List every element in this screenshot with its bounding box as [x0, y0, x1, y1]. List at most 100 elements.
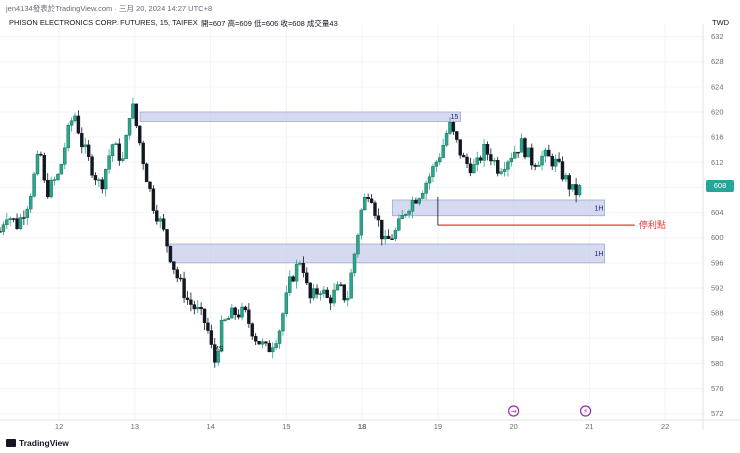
- candle-body-down[interactable]: [199, 306, 203, 310]
- candle-body-down[interactable]: [342, 284, 347, 301]
- candle-body-up[interactable]: [223, 319, 227, 321]
- candle-body-up[interactable]: [121, 158, 125, 161]
- supply-demand-zone[interactable]: [392, 199, 605, 217]
- candle-body-up[interactable]: [352, 253, 357, 274]
- candle-body-down[interactable]: [250, 323, 254, 337]
- candle-body-up[interactable]: [56, 173, 60, 180]
- candle-body-up[interactable]: [284, 292, 289, 314]
- candle-body-down[interactable]: [305, 272, 309, 284]
- candle-body-down[interactable]: [567, 175, 571, 190]
- candle-body-up[interactable]: [8, 218, 12, 220]
- candle-body-up[interactable]: [73, 115, 77, 122]
- candle-body-up[interactable]: [52, 179, 57, 181]
- candle-body-down[interactable]: [468, 163, 473, 174]
- candle-body-down[interactable]: [496, 160, 500, 174]
- candle-body-down[interactable]: [0, 231, 2, 233]
- candle-body-down[interactable]: [206, 322, 210, 331]
- candle-body-down[interactable]: [386, 235, 391, 239]
- candle-body-up[interactable]: [421, 193, 425, 199]
- candle-body-up[interactable]: [383, 235, 387, 240]
- candle-body-down[interactable]: [178, 277, 183, 280]
- candle-body-up[interactable]: [536, 164, 541, 167]
- candle-body-down[interactable]: [148, 181, 152, 189]
- candle-body-down[interactable]: [516, 151, 520, 154]
- candle-body-down[interactable]: [390, 238, 394, 240]
- candle-body-down[interactable]: [46, 179, 50, 198]
- candle-body-up[interactable]: [349, 272, 353, 299]
- candle-body-up[interactable]: [335, 284, 340, 291]
- supply-demand-zone[interactable]: [139, 111, 461, 122]
- candle-body-down[interactable]: [233, 307, 237, 316]
- candle-body-down[interactable]: [93, 175, 98, 181]
- candle-body-up[interactable]: [526, 147, 531, 158]
- candle-body-up[interactable]: [127, 118, 132, 136]
- candle-body-up[interactable]: [393, 230, 398, 240]
- candle-body-up[interactable]: [403, 214, 408, 216]
- candle-body-up[interactable]: [438, 157, 442, 163]
- candle-body-down[interactable]: [144, 163, 149, 183]
- candle-body-up[interactable]: [294, 263, 299, 282]
- candle-body-down[interactable]: [451, 122, 456, 132]
- candle-body-up[interactable]: [407, 211, 411, 215]
- candle-body-down[interactable]: [380, 219, 384, 240]
- candle-body-down[interactable]: [165, 229, 169, 247]
- candle-body-up[interactable]: [49, 179, 53, 198]
- candle-body-down[interactable]: [328, 297, 333, 304]
- candle-body-down[interactable]: [373, 202, 377, 216]
- candle-body-down[interactable]: [550, 156, 554, 167]
- candle-body-down[interactable]: [138, 125, 142, 144]
- candle-body-down[interactable]: [478, 157, 483, 161]
- candle-body-up[interactable]: [356, 234, 360, 255]
- event-icon[interactable]: [579, 405, 592, 417]
- candle-body-down[interactable]: [264, 341, 268, 344]
- candle-body-down[interactable]: [560, 161, 565, 180]
- candle-body-down[interactable]: [11, 218, 16, 220]
- candle-body-down[interactable]: [485, 144, 490, 155]
- candle-body-up[interactable]: [1, 224, 6, 232]
- candle-body-down[interactable]: [76, 115, 81, 134]
- candle-body-up[interactable]: [66, 125, 70, 149]
- candle-body-down[interactable]: [151, 188, 156, 211]
- candle-body-up[interactable]: [332, 289, 336, 304]
- candle-body-up[interactable]: [492, 160, 496, 162]
- candle-body-up[interactable]: [240, 306, 244, 318]
- candle-body-down[interactable]: [315, 288, 319, 295]
- candle-body-up[interactable]: [25, 208, 29, 218]
- candle-body-up[interactable]: [216, 351, 220, 363]
- candle-body-up[interactable]: [363, 197, 367, 211]
- candle-body-up[interactable]: [499, 171, 503, 174]
- candle-body-up[interactable]: [103, 169, 108, 190]
- candle-body-up[interactable]: [472, 164, 476, 174]
- candle-body-down[interactable]: [236, 314, 241, 318]
- candle-body-up[interactable]: [434, 161, 439, 167]
- candle-body-up[interactable]: [124, 135, 128, 159]
- candle-body-down[interactable]: [42, 155, 47, 181]
- candle-body-down[interactable]: [172, 261, 176, 270]
- candle-body-down[interactable]: [308, 282, 312, 299]
- candle-body-down[interactable]: [117, 143, 122, 161]
- candle-body-up[interactable]: [131, 103, 135, 119]
- candle-body-down[interactable]: [376, 215, 381, 221]
- candle-body-down[interactable]: [339, 284, 343, 286]
- time-axis[interactable]: 12 13 14 15 18 19 20 21 22: [55, 422, 669, 431]
- candle-body-down[interactable]: [155, 210, 159, 222]
- candle-body-up[interactable]: [475, 157, 479, 165]
- candle-body-down[interactable]: [22, 217, 26, 219]
- candle-body-up[interactable]: [318, 293, 323, 295]
- candle-body-down[interactable]: [574, 184, 578, 196]
- candle-body-up[interactable]: [114, 143, 118, 145]
- candle-body-up[interactable]: [311, 288, 316, 299]
- candle-body-down[interactable]: [257, 341, 261, 345]
- price-axis[interactable]: 5725765805845885925966006046086126166206…: [711, 32, 724, 418]
- candle-body-up[interactable]: [431, 166, 435, 177]
- candle-body-down[interactable]: [134, 103, 139, 127]
- candle-body-up[interactable]: [427, 176, 432, 184]
- candle-body-up[interactable]: [417, 198, 422, 204]
- candle-body-up[interactable]: [506, 161, 510, 170]
- candle-body-up[interactable]: [35, 153, 40, 175]
- candle-body-up[interactable]: [564, 175, 568, 180]
- candle-body-up[interactable]: [97, 179, 101, 181]
- candle-body-down[interactable]: [86, 144, 91, 157]
- candle-body-down[interactable]: [182, 278, 186, 299]
- candle-body-down[interactable]: [291, 276, 295, 282]
